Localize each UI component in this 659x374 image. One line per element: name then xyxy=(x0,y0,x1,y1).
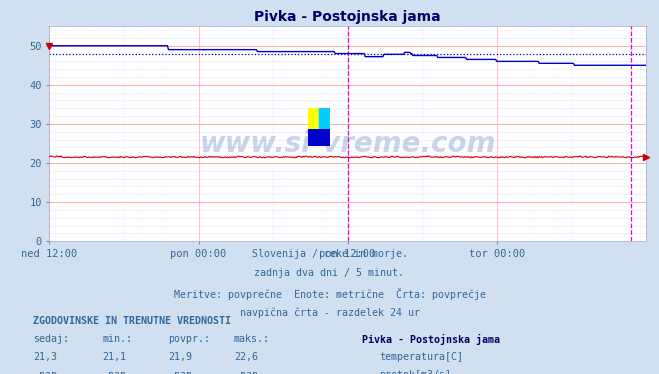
Text: -nan: -nan xyxy=(168,370,192,374)
Text: 22,6: 22,6 xyxy=(234,352,258,362)
Text: 21,1: 21,1 xyxy=(102,352,126,362)
Bar xyxy=(308,108,319,129)
Bar xyxy=(319,108,330,129)
Text: www.si-vreme.com: www.si-vreme.com xyxy=(200,131,496,159)
Text: -nan: -nan xyxy=(33,370,57,374)
Text: min.:: min.: xyxy=(102,334,132,344)
Text: -nan: -nan xyxy=(102,370,126,374)
Text: 21,3: 21,3 xyxy=(33,352,57,362)
Text: 21,9: 21,9 xyxy=(168,352,192,362)
Text: Slovenija / reke in morje.: Slovenija / reke in morje. xyxy=(252,249,407,259)
Text: ZGODOVINSKE IN TRENUTNE VREDNOSTI: ZGODOVINSKE IN TRENUTNE VREDNOSTI xyxy=(33,316,231,326)
Text: -nan: -nan xyxy=(234,370,258,374)
Text: Pivka - Postojnska jama: Pivka - Postojnska jama xyxy=(362,334,500,345)
Text: zadnja dva dni / 5 minut.: zadnja dva dni / 5 minut. xyxy=(254,268,405,278)
Title: Pivka - Postojnska jama: Pivka - Postojnska jama xyxy=(254,10,441,24)
Text: sedaj:: sedaj: xyxy=(33,334,69,344)
Text: Meritve: povprečne  Enote: metrične  Črta: povprečje: Meritve: povprečne Enote: metrične Črta:… xyxy=(173,288,486,300)
Text: maks.:: maks.: xyxy=(234,334,270,344)
Text: navpična črta - razdelek 24 ur: navpična črta - razdelek 24 ur xyxy=(239,307,420,318)
Text: povpr.:: povpr.: xyxy=(168,334,210,344)
Text: temperatura[C]: temperatura[C] xyxy=(379,352,463,362)
Text: pretok[m3/s]: pretok[m3/s] xyxy=(379,370,451,374)
